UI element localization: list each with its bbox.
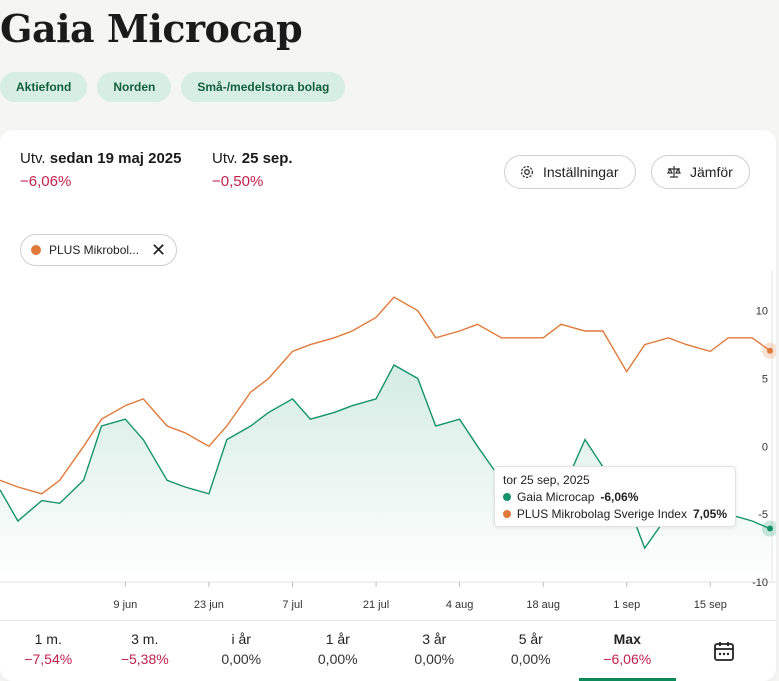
tooltip-fund-value: -6,06% — [600, 490, 639, 504]
tag-sma-medelstora[interactable]: Små-/medelstora bolag — [181, 72, 346, 102]
tooltip-date: tor 25 sep, 2025 — [503, 473, 590, 487]
y-tick-label: -10 — [752, 577, 768, 589]
settings-label: Inställningar — [543, 164, 619, 180]
x-tick-label: 9 jun — [113, 599, 137, 611]
calendar-button[interactable] — [676, 621, 772, 681]
settings-button[interactable]: Inställningar — [504, 155, 636, 189]
period-label: 1 år — [325, 631, 350, 647]
period-value: −5,38% — [120, 651, 169, 667]
x-tick-label: 15 sep — [694, 599, 727, 611]
tooltip-row-index: PLUS Mikrobolag Sverige Index 7,05% — [503, 507, 727, 521]
period-3m[interactable]: 3 m. −5,38% — [97, 621, 194, 681]
period-selector: 1 m. −7,54% 3 m. −5,38% i år 0,00% 1 år 0,00… — [0, 620, 776, 681]
period-label: 1 m. — [34, 631, 62, 647]
period-max[interactable]: Max −6,06% — [579, 621, 676, 681]
tooltip-index-value: 7,05% — [692, 507, 727, 521]
fund-color-dot — [503, 493, 511, 501]
period-label: 5 år — [518, 631, 543, 647]
chart-card: Utv. sedan 19 maj 2025 −6,06% Utv. 25 se… — [0, 130, 776, 681]
fund-end-marker — [767, 525, 773, 532]
close-icon[interactable]: ✕ — [151, 240, 167, 260]
tag-aktiefond[interactable]: Aktiefond — [0, 72, 88, 102]
chart-tooltip: tor 25 sep, 2025 Gaia Microcap -6,06% PL… — [494, 466, 736, 527]
period-value: −6,06% — [603, 651, 652, 667]
period-label: 3 år — [422, 631, 447, 647]
fund-area — [0, 365, 770, 582]
x-tick-label: 1 sep — [613, 599, 640, 611]
index-color-dot — [503, 510, 511, 518]
x-tick-label: 23 jun — [194, 599, 224, 611]
day-label-date: 25 sep. — [241, 150, 293, 167]
tooltip-index-name: PLUS Mikrobolag Sverige Index — [516, 507, 687, 521]
period-3y[interactable]: 3 år 0,00% — [386, 621, 483, 681]
compare-button[interactable]: Jämför — [651, 155, 750, 189]
day-label-prefix: Utv. — [212, 150, 238, 167]
index-series-line — [0, 296, 771, 495]
y-tick-label: 5 — [762, 374, 768, 386]
scale-icon — [667, 166, 681, 178]
period-value: −7,54% — [24, 651, 73, 667]
period-5y[interactable]: 5 år 0,00% — [483, 621, 580, 681]
period-value: 0,00% — [221, 651, 262, 667]
x-tick-label: 21 jul — [363, 599, 389, 611]
period-label: 3 m. — [131, 631, 159, 647]
x-tick-label: 18 aug — [526, 599, 560, 611]
tooltip-fund-name: Gaia Microcap — [517, 490, 595, 504]
compare-chip[interactable]: PLUS Mikrobol... ✕ — [20, 234, 178, 266]
period-label: i år — [231, 631, 251, 647]
fund-series-line — [0, 364, 771, 550]
period-1m[interactable]: 1 m. −7,54% — [0, 621, 97, 681]
index-end-marker — [767, 347, 773, 354]
since-label-date: sedan 19 maj 2025 — [49, 150, 182, 167]
y-tick-label: -5 — [758, 509, 768, 521]
day-stat: Utv. 25 sep. −0,50% — [212, 150, 293, 190]
calendar-icon — [713, 642, 734, 661]
since-label-prefix: Utv. — [20, 150, 46, 167]
gear-icon — [520, 165, 534, 179]
period-1y[interactable]: 1 år 0,00% — [290, 621, 387, 681]
day-value: −0,50% — [212, 173, 264, 190]
page-title: Gaia Microcap — [0, 6, 303, 51]
compare-label: Jämför — [690, 164, 733, 180]
x-tick-label: 7 jul — [282, 599, 302, 611]
period-value: 0,00% — [414, 651, 455, 667]
performance-chart[interactable]: 10 5 0 -5 -10 9 jun 23 jun 7 jul 21 jul 4 aug 18 … — [0, 270, 776, 620]
tag-list: Aktiefond Norden Små-/medelstora bolag — [0, 72, 346, 102]
period-ytd[interactable]: i år 0,00% — [193, 621, 290, 681]
tag-norden[interactable]: Norden — [97, 72, 172, 102]
y-tick-label: 10 — [756, 306, 768, 318]
y-tick-label: 0 — [762, 441, 768, 453]
since-value: −6,06% — [20, 173, 72, 190]
compare-chip-label: PLUS Mikrobol... — [49, 243, 140, 257]
period-value: 0,00% — [317, 651, 358, 667]
x-tick-label: 4 aug — [446, 599, 474, 611]
index-color-dot — [31, 245, 41, 255]
since-stat: Utv. sedan 19 maj 2025 −6,06% — [20, 150, 182, 190]
period-value: 0,00% — [510, 651, 551, 667]
period-label: Max — [613, 631, 641, 647]
tooltip-row-fund: Gaia Microcap -6,06% — [503, 490, 727, 504]
